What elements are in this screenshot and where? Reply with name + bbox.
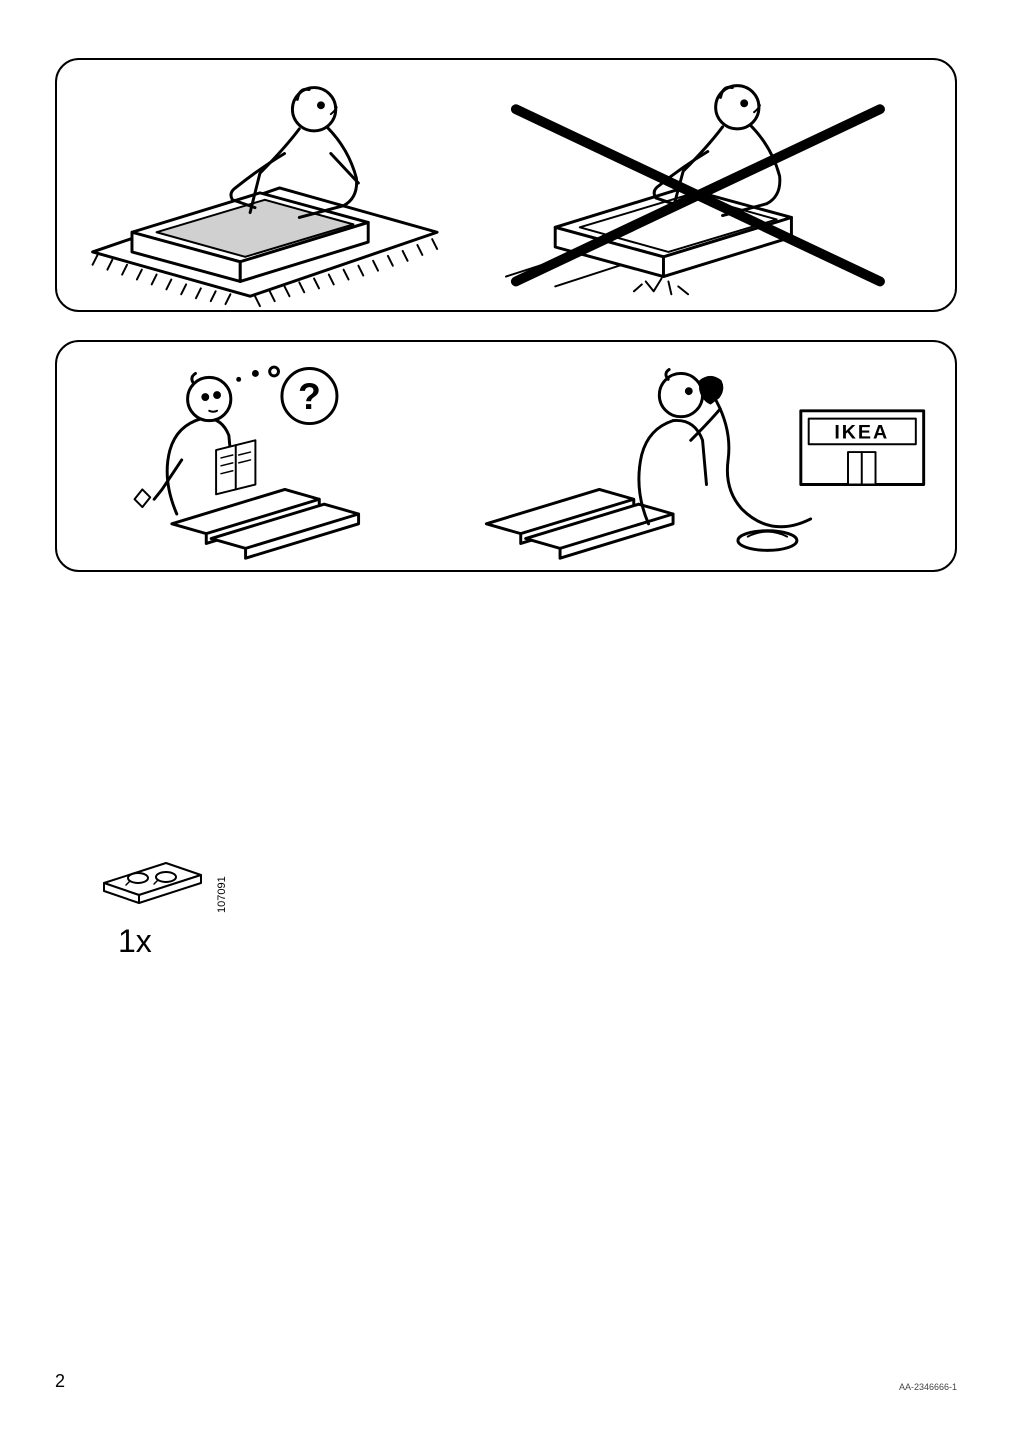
part-code: 107091 <box>216 876 228 913</box>
ikea-store-label: IKEA <box>834 421 889 443</box>
instruction-panel-help: ? <box>55 340 957 572</box>
surface-diagram-svg <box>57 60 955 310</box>
part-quantity: 1x <box>118 923 216 960</box>
instruction-panel-surface <box>55 58 957 312</box>
correct-scene-icon <box>93 88 437 307</box>
call-ikea-icon: IKEA <box>486 370 923 559</box>
document-id: AA-2346666-1 <box>899 1382 957 1392</box>
parts-list: 107091 1x <box>96 855 216 960</box>
incorrect-scene-icon <box>506 86 880 295</box>
confused-person-icon: ? <box>135 367 359 558</box>
part-keyhole-plate-icon <box>96 855 216 915</box>
help-diagram-svg: ? <box>57 342 955 570</box>
page-number: 2 <box>55 1371 65 1392</box>
svg-text:?: ? <box>298 375 321 417</box>
